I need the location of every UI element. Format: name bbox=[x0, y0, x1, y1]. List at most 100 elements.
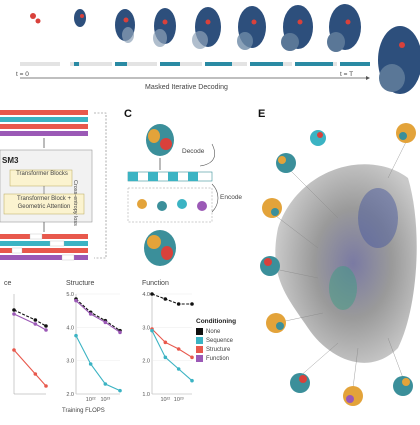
t-start-label: t = 0 bbox=[16, 71, 29, 78]
chart-2-series-line bbox=[151, 330, 193, 382]
chart-2-series-point bbox=[190, 355, 194, 360]
chart-1-series-point bbox=[74, 298, 78, 303]
protein-glyphs bbox=[260, 123, 416, 406]
decode-label: Decode bbox=[182, 148, 205, 155]
scaling-charts: 5.0 4.0 3.0 2.0 10²² 10²³ 4.0 3.0 2.0 1.0 10²² 10²³… bbox=[0, 280, 262, 420]
transformer-blocks-box bbox=[9, 169, 73, 187]
chart-2-series-line bbox=[151, 328, 193, 358]
x-axis-label: Training FLOPS bbox=[62, 408, 105, 414]
chart-1-xtick-label: 10²³ bbox=[100, 397, 110, 403]
chart-1-series-line bbox=[75, 298, 121, 332]
chart-title-1: Structure bbox=[66, 280, 95, 287]
output-token-rows bbox=[0, 110, 88, 136]
embedding-cloud bbox=[275, 164, 417, 363]
scaling-charts-svg: 5.0 4.0 3.0 2.0 10²² 10²³ 4.0 3.0 2.0 1.0 10²² 10²³ bbox=[12, 292, 194, 403]
chart-2-series-point bbox=[150, 328, 154, 333]
chart-0-series-point bbox=[12, 348, 16, 352]
panel-a: t = 0 t = T Masked Iterative Decoding bbox=[0, 0, 420, 100]
protein-frame-6 bbox=[281, 5, 313, 51]
chart-2-series-point bbox=[163, 355, 168, 360]
chart-0-series-point bbox=[12, 308, 16, 312]
chart-1-xtick-label: 10²² bbox=[86, 397, 96, 403]
chart-0-series-point bbox=[44, 324, 48, 328]
chart-0-series-point bbox=[33, 318, 38, 322]
panel-c: C Decode Encode bbox=[122, 108, 262, 278]
panel-e: E bbox=[258, 108, 420, 420]
chart-1-series-point bbox=[118, 388, 122, 393]
chart-2-ytick-label: 2.0 bbox=[142, 359, 150, 365]
chart-0-series-point bbox=[33, 322, 38, 326]
decode-arrow bbox=[199, 143, 215, 167]
chart-1-ytick-label: 4.0 bbox=[66, 325, 74, 331]
legend-swatch bbox=[196, 346, 203, 353]
chart-0-series-point bbox=[12, 312, 16, 316]
structure-tokens bbox=[127, 171, 213, 182]
panel-b: SM3 Transformer Blocks Transformer Block… bbox=[0, 108, 118, 278]
decoding-caption: Masked Iterative Decoding bbox=[145, 84, 228, 91]
local-neighborhoods bbox=[127, 187, 213, 223]
legend-swatch bbox=[196, 337, 203, 344]
chart-2-ytick-label: 1.0 bbox=[142, 392, 150, 398]
transformer-blocks-label: Transformer Blocks bbox=[16, 171, 68, 177]
protein-frame-2 bbox=[115, 9, 135, 43]
legend-item-sequence: Sequence bbox=[196, 336, 262, 345]
legend-label: Sequence bbox=[206, 337, 234, 344]
chart-2-ytick-label: 4.0 bbox=[142, 292, 150, 298]
chart-2-series-point bbox=[176, 367, 181, 371]
decoding-strip bbox=[20, 4, 420, 94]
chart-title-2: Function bbox=[142, 280, 169, 287]
chart-2-series-point bbox=[150, 292, 154, 296]
model-name: SM3 bbox=[2, 156, 19, 165]
legend-label: Function bbox=[206, 355, 230, 362]
chart-1-ytick-label: 2.0 bbox=[66, 392, 74, 398]
architecture-diagram bbox=[0, 110, 107, 261]
chart-1-series-point bbox=[88, 362, 93, 366]
legend-label: Structure bbox=[206, 346, 231, 353]
input-protein bbox=[144, 230, 176, 266]
input-token-rows bbox=[0, 233, 88, 261]
chart-2-series-point bbox=[190, 302, 194, 306]
chart-2-series-point bbox=[163, 297, 168, 301]
chart-1-series-point bbox=[118, 330, 122, 335]
chart-2-series-point bbox=[190, 378, 194, 383]
chart-2-xtick-label: 10²³ bbox=[174, 397, 184, 403]
loss-bracket bbox=[94, 112, 107, 259]
chart-0-series-point bbox=[33, 372, 38, 376]
decoded-protein bbox=[146, 124, 174, 156]
chart-1-series-line bbox=[75, 335, 121, 392]
chart-1-ytick-label: 3.0 bbox=[66, 359, 74, 365]
legend-item-none: None bbox=[196, 327, 262, 336]
chart-0-series-line bbox=[13, 313, 47, 331]
encode-label: Encode bbox=[220, 194, 243, 201]
encode-arrow bbox=[211, 183, 219, 213]
cluster-teal bbox=[329, 266, 357, 310]
embedding-map bbox=[260, 123, 417, 406]
legend-swatch bbox=[196, 355, 203, 362]
legend-item-function: Function bbox=[196, 354, 262, 363]
protein-frame-4 bbox=[192, 7, 221, 49]
chart-1-series-line bbox=[75, 300, 121, 333]
protein-frame-5 bbox=[237, 6, 266, 50]
chart-1-series-point bbox=[103, 382, 108, 386]
chart-1-series-point bbox=[74, 333, 78, 338]
tokenizer-diagram bbox=[127, 124, 219, 266]
protein-final bbox=[378, 26, 420, 94]
cluster-dense bbox=[358, 188, 398, 248]
legend-item-structure: Structure bbox=[196, 345, 262, 354]
legend-title: Conditioning bbox=[196, 318, 237, 325]
chart-2-series-point bbox=[176, 302, 181, 306]
legend-label: None bbox=[206, 328, 221, 335]
protein-seed bbox=[30, 13, 41, 24]
chart-2-ytick-label: 3.0 bbox=[142, 325, 150, 331]
chart-1-series-point bbox=[103, 320, 108, 325]
token-bars bbox=[20, 62, 370, 66]
chart-0-series-point bbox=[44, 384, 48, 388]
chart-2-series-point bbox=[163, 340, 168, 345]
chart-2-series-line bbox=[151, 293, 192, 305]
panel-c-letter: C bbox=[124, 108, 132, 120]
chart-0-series-line bbox=[13, 309, 47, 327]
protein-frame-1 bbox=[74, 9, 86, 27]
chart-0-series-line bbox=[13, 349, 47, 387]
timeline-arrowhead bbox=[366, 76, 370, 80]
legend-swatch bbox=[196, 328, 203, 335]
